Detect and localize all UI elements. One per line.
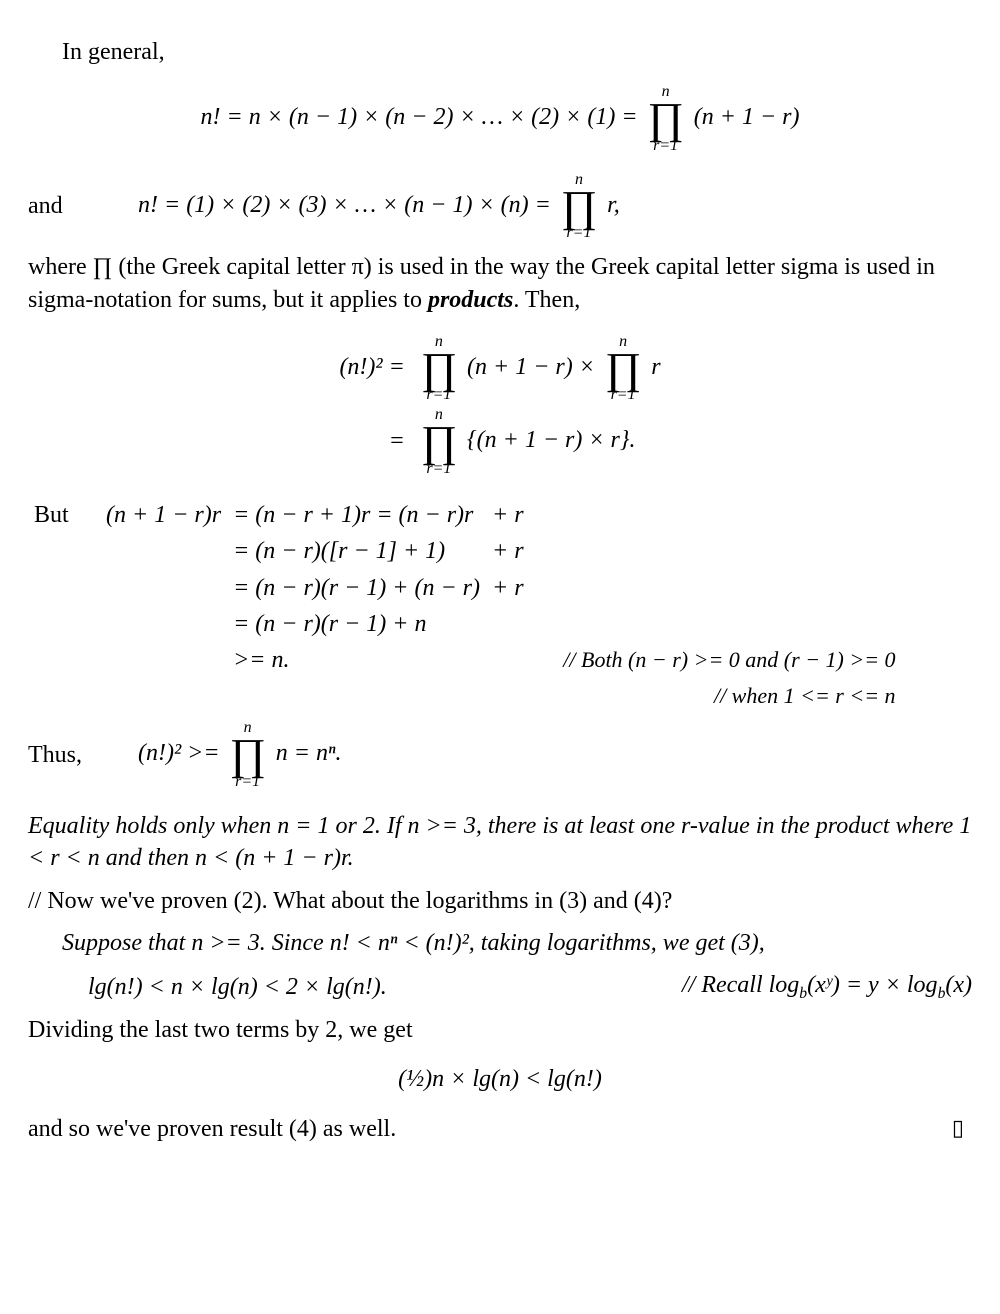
squared-align: (n!)² = n ∏ r=1 (n + 1 − r) × n ∏ r=1 r	[333, 332, 666, 479]
suppose-text: Suppose that n >= 3. Since n! < nⁿ < (n!…	[62, 930, 765, 956]
but-comment-1: // Both (n − r) >= 0 and (r − 1) >= 0	[530, 642, 902, 678]
product-symbol-2: n ∏ r=1	[561, 172, 597, 241]
eq1-lhs: n! = n × (n − 1) × (n − 2) × … × (2) × (…	[201, 105, 644, 131]
prod-glyph: ∏	[648, 100, 684, 137]
but-label: But	[28, 497, 100, 533]
recall-tail: (x)	[945, 972, 972, 998]
but-plusr-2: + r	[486, 570, 530, 606]
pi-explain-tail: . Then,	[513, 287, 580, 313]
equality-paragraph: Equality holds only when n = 1 or 2. If …	[28, 810, 972, 875]
and-row: and n! = (1) × (2) × (3) × … × (n − 1) ×…	[28, 172, 972, 241]
suppose-paragraph: Suppose that n >= 3. Since n! < nⁿ < (n!…	[28, 927, 972, 959]
product-symbol-5: n ∏ r=1	[421, 407, 457, 476]
lg-chain-row: lg(n!) < n × lg(n) < 2 × lg(n!). // Reca…	[28, 969, 972, 1004]
qed-box: ▯	[952, 1113, 964, 1143]
thus-rhs: n = nⁿ.	[276, 741, 342, 767]
but-plusr-0: + r	[486, 497, 530, 533]
product-symbol-3: n ∏ r=1	[421, 334, 457, 403]
but-plusr-1: + r	[486, 533, 530, 569]
sq-mid: (n + 1 − r) ×	[467, 354, 601, 380]
but-r3: = (n − r)(r − 1) + n	[227, 606, 486, 642]
but-r0: = (n − r + 1)r = (n − r)r	[227, 497, 486, 533]
dividing-paragraph: Dividing the last two terms by 2, we get	[28, 1014, 972, 1046]
eq1-rhs: (n + 1 − r)	[694, 105, 800, 131]
but-block: But (n + 1 − r)r = (n − r + 1)r = (n − r…	[28, 497, 972, 713]
page: In general, n! = n × (n − 1) × (n − 2) ×…	[0, 0, 1000, 1314]
final-paragraph: and so we've proven result (4) as well. …	[28, 1113, 972, 1145]
sq-body-2: {(n + 1 − r) × r}.	[467, 428, 635, 454]
but-comment-2: // when 1 <= r <= n	[530, 679, 902, 713]
equality-text: Equality holds only when n = 1 or 2. If …	[28, 813, 971, 871]
sq-eq-2: =	[333, 405, 410, 478]
thus-lhs: (n!)² >=	[138, 741, 226, 767]
eq2-lhs: n! = (1) × (2) × (3) × … × (n − 1) × (n)…	[138, 192, 557, 218]
thus-row: Thus, (n!)² >= n ∏ r=1 n = nⁿ.	[28, 720, 972, 789]
product-symbol-4: n ∏ r=1	[605, 334, 641, 403]
factorial-asc-product: n! = (1) × (2) × (3) × … × (n − 1) × (n)…	[138, 172, 972, 241]
prod-glyph-2: ∏	[561, 188, 597, 225]
n-factorial-squared: (n!)² = n ∏ r=1 (n + 1 − r) × n ∏ r=1 r	[28, 332, 972, 479]
final-text: and so we've proven result (4) as well.	[28, 1116, 396, 1142]
but-r1: = (n − r)([r − 1] + 1)	[227, 533, 486, 569]
but-align: But (n + 1 − r)r = (n − r + 1)r = (n − r…	[28, 497, 902, 713]
product-symbol-6: n ∏ r=1	[230, 720, 266, 789]
but-lhs: (n + 1 − r)r	[100, 497, 227, 533]
and-label: and	[28, 190, 138, 222]
eq2-rhs: r,	[607, 192, 620, 218]
but-r4: >= n.	[227, 642, 486, 678]
pi-explanation: where ∏ (the Greek capital letter π) is …	[28, 251, 972, 316]
thus-eq: (n!)² >= n ∏ r=1 n = nⁿ.	[138, 720, 972, 789]
but-r2: = (n − r)(r − 1) + (n − r)	[227, 570, 486, 606]
sq-rhs: r	[651, 354, 660, 380]
intro-line: In general,	[28, 36, 972, 68]
recall-1: // Recall log	[682, 972, 799, 998]
factorial-definitions: n! = n × (n − 1) × (n − 2) × … × (2) × (…	[28, 84, 972, 153]
products-word: products	[428, 287, 513, 313]
comment-proven-2: // Now we've proven (2). What about the …	[28, 885, 972, 917]
thus-label: Thus,	[28, 739, 138, 771]
recall-b1: b	[799, 985, 807, 1002]
recall-comment: // Recall logb(xʸ) = y × logb(x)	[682, 969, 972, 1004]
recall-mid: (xʸ) = y × log	[807, 972, 937, 998]
lg-chain: lg(n!) < n × lg(n) < 2 × lg(n!).	[88, 971, 387, 1003]
half-inequality: (½)n × lg(n) < lg(n!)	[28, 1063, 972, 1095]
factorial-desc-product: n! = n × (n − 1) × (n − 2) × … × (2) × (…	[28, 84, 972, 153]
sq-lhs: (n!)² =	[333, 332, 410, 405]
product-symbol-1: n ∏ r=1	[648, 84, 684, 153]
